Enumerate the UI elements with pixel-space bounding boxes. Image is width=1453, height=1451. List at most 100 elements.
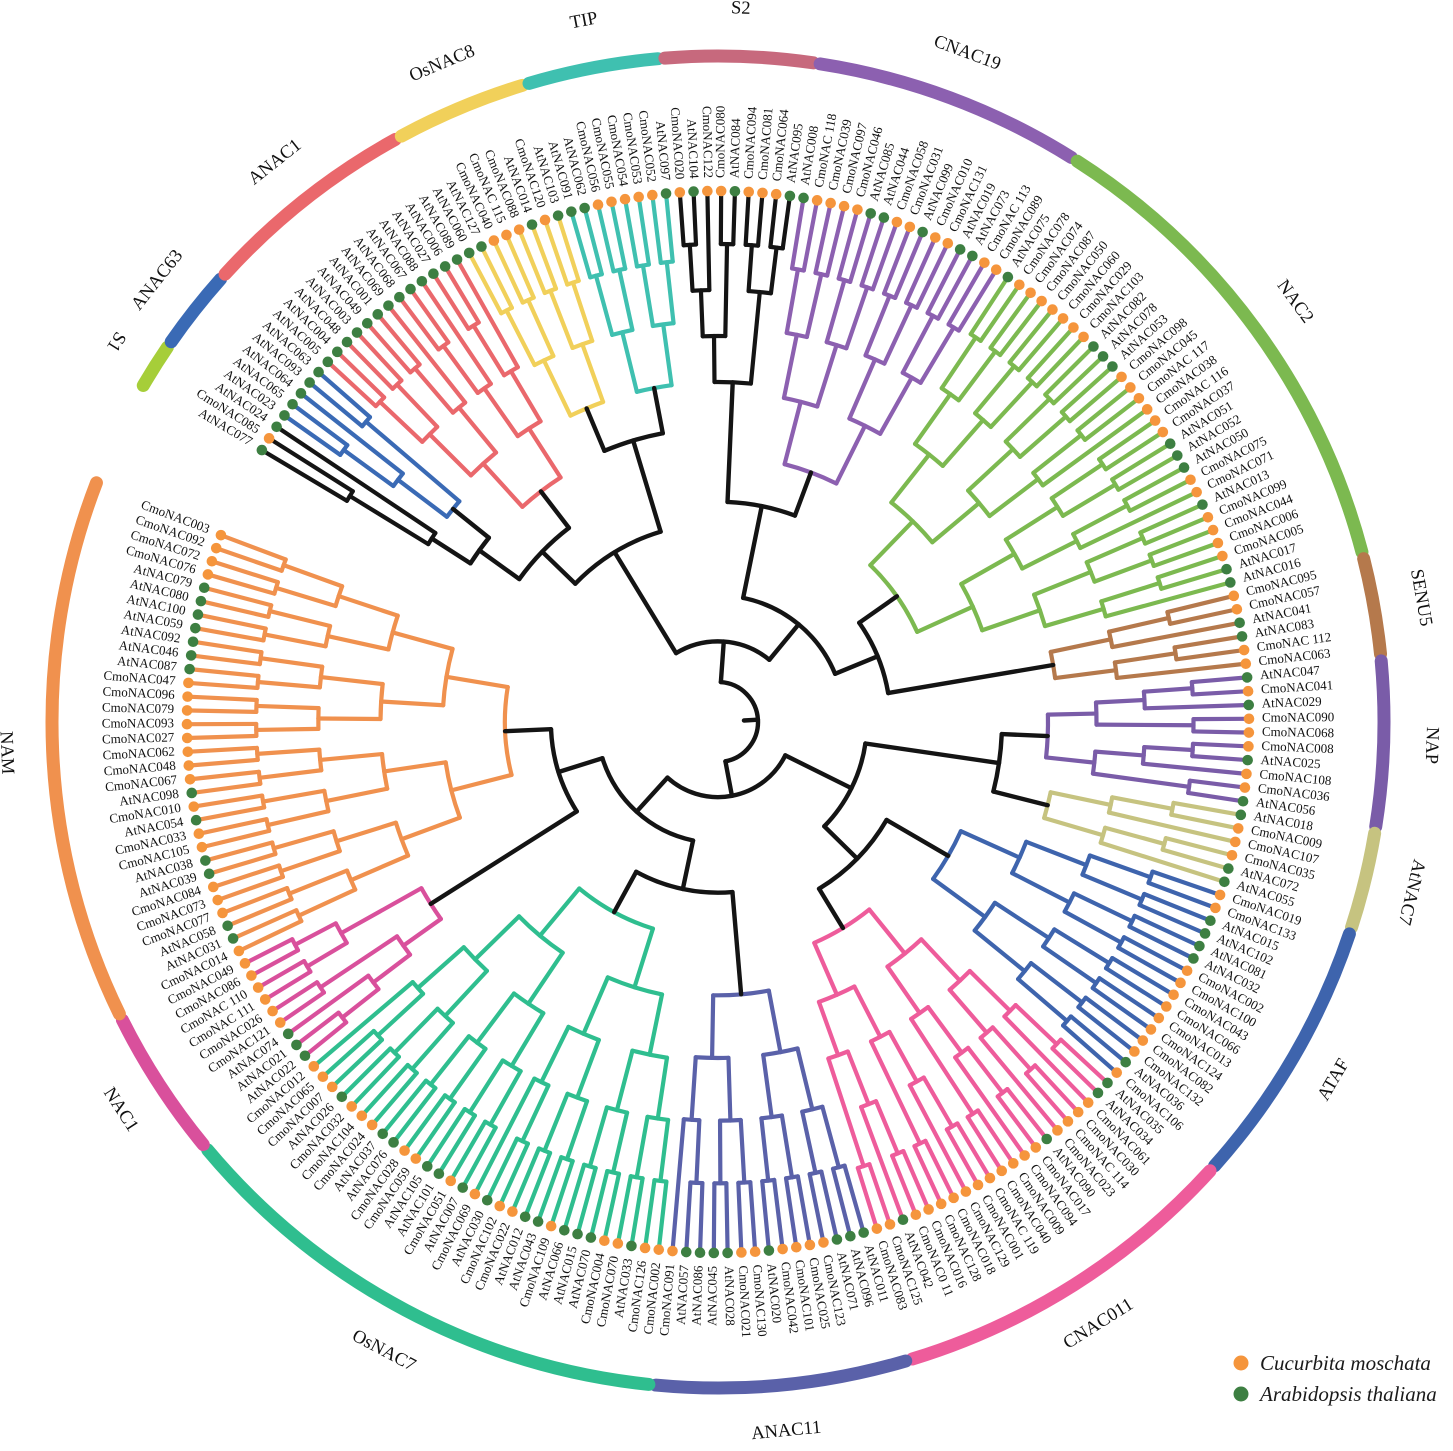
branch-arc	[323, 623, 333, 649]
branch-radial	[893, 233, 924, 301]
branch-radial	[202, 599, 271, 619]
branch-radial	[919, 937, 963, 983]
species-dot	[1243, 713, 1255, 725]
branch-radial	[375, 991, 426, 1038]
spine-radial	[540, 549, 578, 586]
branch-radial	[347, 493, 431, 547]
species-dot	[1088, 341, 1099, 352]
species-dot	[1036, 295, 1047, 307]
branch-radial	[427, 1106, 467, 1166]
branch-radial	[789, 199, 806, 271]
branch-radial	[1083, 995, 1142, 1041]
branch-arc	[973, 411, 993, 430]
branch-radial	[992, 900, 1051, 941]
branch-radial	[637, 198, 651, 267]
branch-arc	[1165, 609, 1173, 626]
branch-radial	[1078, 491, 1196, 551]
branch-arc	[254, 745, 260, 762]
spine-radial	[634, 775, 670, 814]
branch-arc	[1127, 913, 1137, 929]
branch-radial	[1127, 924, 1192, 959]
branch-radial	[947, 987, 989, 1035]
branch-radial	[781, 332, 799, 401]
branch-arc	[611, 266, 628, 274]
species-dot	[526, 219, 538, 230]
branch-radial	[1190, 754, 1246, 762]
species-dot	[715, 185, 727, 197]
branch-radial	[1103, 825, 1167, 847]
branch-radial	[462, 1125, 498, 1187]
branch-arc	[570, 338, 595, 351]
branch-radial	[390, 630, 455, 652]
branch-radial	[914, 244, 949, 310]
species-dot	[203, 868, 215, 880]
branch-radial	[575, 1037, 601, 1100]
species-dot	[317, 1071, 329, 1083]
species-dot	[585, 1232, 597, 1243]
species-dot	[433, 1168, 445, 1180]
branch-radial	[815, 342, 839, 409]
species-dot	[897, 1214, 909, 1226]
branch-arc	[393, 820, 411, 858]
branch-radial	[1071, 503, 1130, 537]
branch-radial	[956, 349, 998, 403]
branch-radial	[1049, 462, 1105, 501]
branch-radial	[912, 392, 953, 447]
branch-arc	[483, 1119, 498, 1130]
spine-radial	[730, 889, 744, 997]
species-dot	[579, 202, 590, 214]
branch-arc	[988, 345, 1003, 358]
species-dot	[865, 208, 877, 219]
species-dot	[1229, 836, 1241, 848]
branch-arc	[761, 1046, 800, 1058]
branch-radial	[1141, 686, 1195, 694]
branch-radial	[694, 1118, 702, 1185]
species-dot	[184, 773, 196, 785]
branch-radial	[410, 1020, 455, 1072]
leaf-label: CmoNAC068	[1262, 724, 1335, 740]
branch-arc	[256, 769, 263, 786]
branch-arc	[511, 991, 546, 1016]
branch-radial	[887, 1029, 919, 1084]
branch-radial	[921, 1075, 955, 1129]
species-dot	[507, 1206, 518, 1217]
branch-radial	[410, 290, 451, 345]
species-dot	[1030, 1142, 1042, 1153]
branch-radial	[1103, 581, 1229, 619]
species-dot	[722, 1247, 733, 1259]
species-dot	[256, 444, 268, 456]
branch-radial	[1114, 662, 1244, 681]
branch-arc	[944, 1121, 960, 1132]
branch-radial	[1169, 812, 1237, 830]
branch-radial	[824, 278, 847, 345]
branch-radial	[422, 282, 493, 386]
branch-arc	[1002, 1002, 1018, 1019]
branches-layer	[188, 192, 1248, 1252]
branch-arc	[536, 1146, 553, 1156]
branch-radial	[825, 207, 846, 278]
species-dot	[954, 244, 966, 255]
branch-arc	[559, 1155, 575, 1164]
clade-name-S2: S2	[731, 0, 751, 19]
species-dot	[287, 398, 298, 410]
branch-radial	[444, 674, 510, 690]
spine-radial	[584, 406, 607, 454]
branch-radial	[518, 231, 547, 296]
leaf-label: AtNAC087	[116, 653, 178, 674]
branch-arc	[565, 1091, 590, 1104]
species-dot	[1214, 889, 1226, 901]
species-dot	[1243, 741, 1254, 752]
tree-root	[741, 717, 761, 723]
species-dot	[1137, 1035, 1149, 1046]
branch-radial	[1171, 800, 1239, 817]
species-dot	[1205, 915, 1216, 927]
branch-radial	[746, 243, 754, 294]
branch-radial	[738, 1117, 747, 1185]
branch-radial	[263, 450, 350, 503]
branch-arc	[925, 310, 941, 321]
branch-radial	[1116, 945, 1180, 983]
branch-arc	[338, 443, 350, 457]
branch-arc	[1146, 869, 1155, 885]
branch-radial	[324, 786, 390, 804]
branch-radial	[537, 886, 582, 938]
